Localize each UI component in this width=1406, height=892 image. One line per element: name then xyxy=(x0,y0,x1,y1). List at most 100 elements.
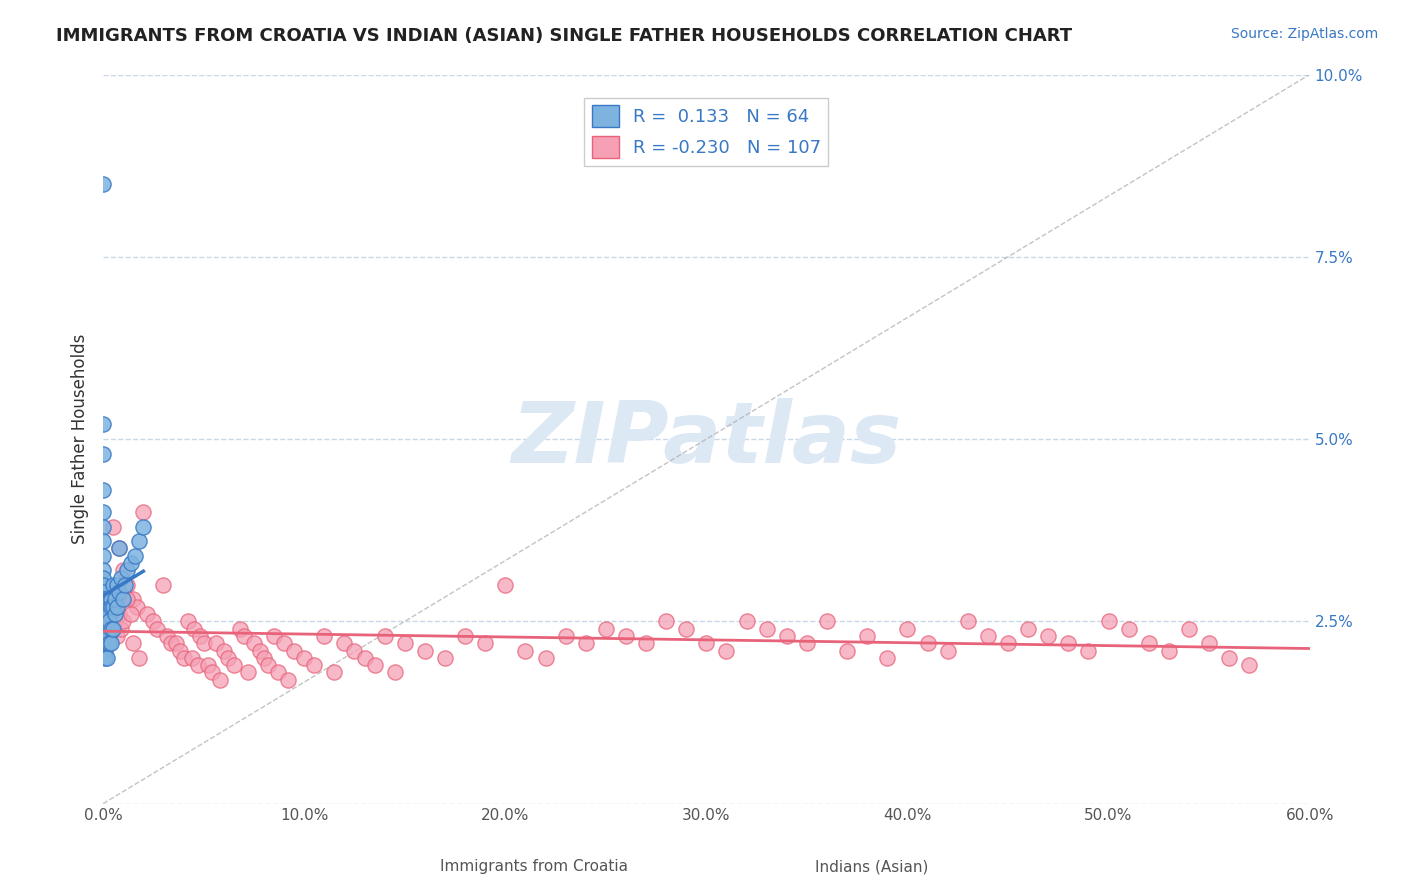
Point xyxy=(474,636,496,650)
Point xyxy=(267,665,290,680)
Point xyxy=(94,607,117,621)
Text: Immigrants from Croatia: Immigrants from Croatia xyxy=(440,859,628,874)
Point xyxy=(104,607,127,621)
Point xyxy=(283,643,305,657)
Point xyxy=(249,643,271,657)
Point xyxy=(188,629,211,643)
Point xyxy=(108,607,131,621)
Point xyxy=(197,658,219,673)
Point xyxy=(91,636,114,650)
Point xyxy=(363,658,385,673)
Point xyxy=(94,629,117,643)
Point xyxy=(120,607,142,621)
Point xyxy=(96,650,118,665)
Point xyxy=(257,658,280,673)
Point xyxy=(94,592,117,607)
Point xyxy=(183,622,205,636)
Point xyxy=(128,534,150,549)
Point xyxy=(91,629,114,643)
Legend: R =  0.133   N = 64, R = -0.230   N = 107: R = 0.133 N = 64, R = -0.230 N = 107 xyxy=(585,98,828,166)
Point xyxy=(96,636,118,650)
Point xyxy=(96,622,118,636)
Point xyxy=(333,636,356,650)
Point xyxy=(117,563,139,577)
Point xyxy=(176,615,198,629)
Text: Source: ZipAtlas.com: Source: ZipAtlas.com xyxy=(1230,27,1378,41)
Point xyxy=(1178,622,1201,636)
Point xyxy=(243,636,266,650)
Point xyxy=(91,592,114,607)
Point xyxy=(100,622,122,636)
Text: IMMIGRANTS FROM CROATIA VS INDIAN (ASIAN) SINGLE FATHER HOUSEHOLDS CORRELATION C: IMMIGRANTS FROM CROATIA VS INDIAN (ASIAN… xyxy=(56,27,1073,45)
Point xyxy=(94,615,117,629)
Point xyxy=(222,658,245,673)
Point xyxy=(1077,643,1099,657)
Point xyxy=(796,636,818,650)
Point xyxy=(132,505,155,519)
Point xyxy=(229,622,252,636)
Point xyxy=(160,636,183,650)
Point xyxy=(94,622,117,636)
Point xyxy=(112,563,135,577)
Point xyxy=(91,615,114,629)
Point xyxy=(494,578,516,592)
Point xyxy=(716,643,738,657)
Point xyxy=(132,519,155,533)
Point xyxy=(173,650,195,665)
Point xyxy=(91,615,114,629)
Point xyxy=(128,650,150,665)
Point xyxy=(433,650,456,665)
Point xyxy=(655,615,678,629)
Point xyxy=(100,592,122,607)
Point xyxy=(96,615,118,629)
Point xyxy=(384,665,406,680)
Point xyxy=(103,519,125,533)
Point xyxy=(108,541,131,556)
Point xyxy=(534,650,557,665)
Point xyxy=(292,650,315,665)
Text: Indians (Asian): Indians (Asian) xyxy=(815,859,928,874)
Point xyxy=(127,599,149,614)
Point xyxy=(636,636,658,650)
Point xyxy=(1137,636,1160,650)
Point xyxy=(343,643,366,657)
Point xyxy=(91,622,114,636)
Point xyxy=(675,622,697,636)
Point xyxy=(232,629,254,643)
Point xyxy=(1057,636,1080,650)
Point xyxy=(187,658,209,673)
Point xyxy=(1198,636,1220,650)
Point xyxy=(91,629,114,643)
Point xyxy=(1157,643,1180,657)
Point xyxy=(96,599,118,614)
Point xyxy=(614,629,637,643)
Point xyxy=(94,650,117,665)
Point xyxy=(91,519,114,533)
Point xyxy=(91,505,114,519)
Point xyxy=(91,636,114,650)
Point xyxy=(142,615,165,629)
Point xyxy=(1097,615,1119,629)
Point xyxy=(208,673,231,687)
Point xyxy=(98,615,121,629)
Point xyxy=(776,629,799,643)
Point xyxy=(108,541,131,556)
Point xyxy=(515,643,537,657)
Point xyxy=(100,636,122,650)
Point xyxy=(124,549,146,563)
Point xyxy=(96,629,118,643)
Point xyxy=(96,615,118,629)
Text: ZIPatlas: ZIPatlas xyxy=(512,398,901,481)
Point xyxy=(94,643,117,657)
Point xyxy=(98,592,121,607)
Point xyxy=(394,636,416,650)
Point xyxy=(977,629,1000,643)
Point xyxy=(105,599,128,614)
Point xyxy=(201,665,224,680)
Point xyxy=(180,650,202,665)
Point xyxy=(212,643,235,657)
Point xyxy=(236,665,259,680)
Point xyxy=(896,622,918,636)
Point xyxy=(98,636,121,650)
Point xyxy=(936,643,959,657)
